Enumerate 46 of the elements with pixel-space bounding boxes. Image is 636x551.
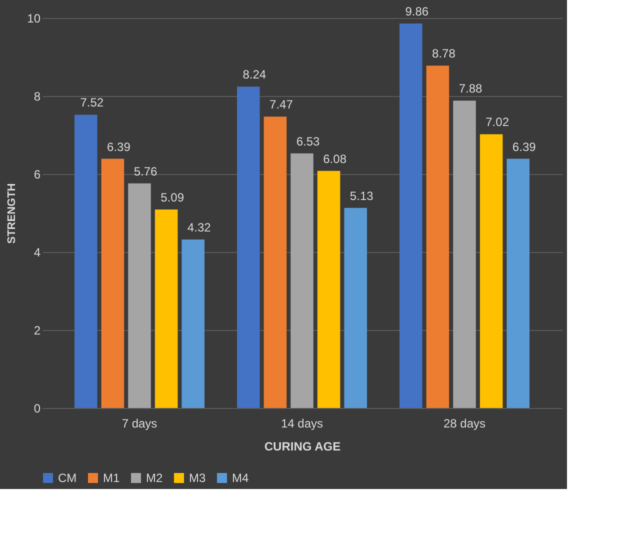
data-label: 8.24 — [242, 68, 266, 82]
bar — [101, 158, 124, 408]
bar — [426, 66, 450, 408]
data-label: 5.13 — [350, 188, 374, 203]
legend-label: M2 — [146, 471, 163, 485]
y-tick-label: 2 — [34, 324, 41, 338]
legend-label: M3 — [189, 471, 206, 485]
bar — [453, 100, 476, 408]
x-axis-title: CURING AGE — [264, 440, 341, 454]
data-label: 7.47 — [270, 98, 294, 112]
bar — [154, 209, 178, 408]
x-tick-label: 28 days — [443, 416, 486, 430]
y-tick-label: 10 — [27, 12, 41, 26]
y-axis-title: STRENGTH — [6, 183, 18, 244]
legend-label: M1 — [103, 471, 120, 485]
bar — [506, 158, 530, 408]
bar — [128, 183, 151, 408]
bar — [290, 153, 314, 408]
data-label: 7.02 — [486, 115, 510, 130]
data-label: 4.32 — [187, 220, 212, 235]
legend-label: M4 — [232, 471, 249, 485]
data-label: 9.86 — [405, 4, 429, 18]
x-tick-label: 7 days — [122, 416, 158, 430]
bar — [264, 116, 287, 408]
bar — [400, 23, 422, 408]
y-tick-label: 0 — [34, 402, 41, 416]
bar — [237, 86, 260, 408]
y-tick-label: 6 — [34, 168, 41, 182]
legend-label: CM — [58, 471, 77, 485]
bar — [317, 170, 340, 408]
bar — [344, 208, 367, 408]
bar — [74, 114, 98, 408]
bar — [182, 240, 204, 408]
data-label: 7.88 — [458, 82, 482, 96]
data-label: 6.39 — [107, 140, 131, 154]
data-label: 5.76 — [134, 164, 158, 178]
data-label: 8.78 — [432, 46, 456, 61]
data-label: 5.09 — [160, 190, 184, 204]
x-tick-label: 14 days — [280, 416, 324, 430]
data-label: 6.08 — [323, 152, 347, 166]
y-tick-label: 4 — [34, 246, 41, 260]
data-label: 6.53 — [296, 134, 320, 148]
data-label: 7.52 — [80, 96, 104, 110]
data-label: 6.39 — [512, 140, 536, 154]
y-tick-label: 8 — [34, 90, 41, 104]
bar — [480, 134, 503, 408]
